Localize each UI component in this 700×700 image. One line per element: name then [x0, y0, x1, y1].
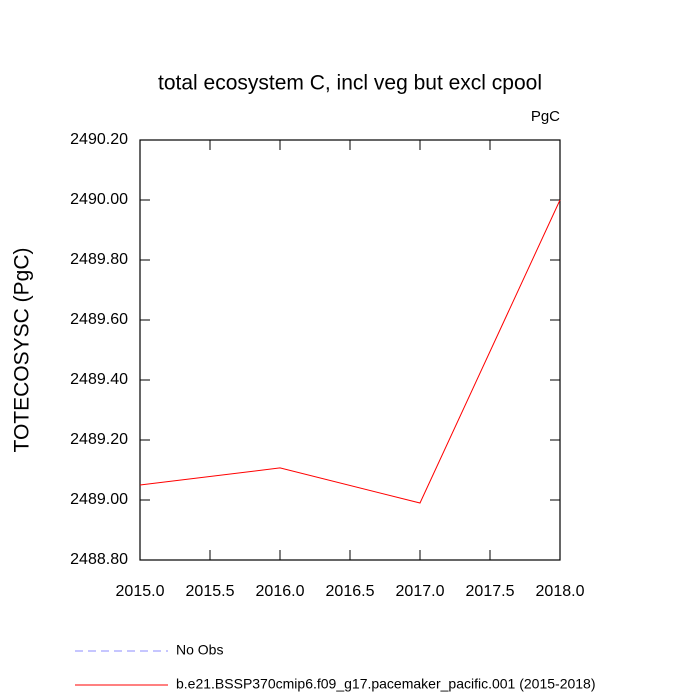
legend-label: b.e21.BSSP370cmip6.f09_g17.pacemaker_pac…	[176, 676, 596, 692]
y-axis-label: TOTECOSYSC (PgC)	[11, 248, 34, 453]
y-tick-label: 2489.20	[70, 431, 128, 448]
legend-label: No Obs	[176, 642, 223, 658]
y-tick-label: 2490.20	[70, 131, 128, 148]
x-tick-label: 2017.5	[466, 583, 515, 600]
chart-title: total ecosystem C, incl veg but excl cpo…	[158, 72, 542, 95]
x-tick-label: 2016.0	[256, 583, 305, 600]
x-tick-label: 2018.0	[536, 583, 585, 600]
y-tick-label: 2489.60	[70, 311, 128, 328]
y-tick-label: 2488.80	[70, 551, 128, 568]
x-tick-label: 2015.5	[186, 583, 235, 600]
series-line	[139, 199, 561, 504]
units-label: PgC	[531, 108, 560, 125]
y-tick-label: 2490.00	[70, 191, 128, 208]
x-tick-label: 2017.0	[396, 583, 445, 600]
y-tick-label: 2489.00	[70, 491, 128, 508]
x-tick-label: 2016.5	[326, 583, 375, 600]
y-tick-label: 2489.40	[70, 371, 128, 388]
y-tick-label: 2489.80	[70, 251, 128, 268]
x-tick-label: 2015.0	[116, 583, 165, 600]
plot-frame	[139, 139, 561, 561]
